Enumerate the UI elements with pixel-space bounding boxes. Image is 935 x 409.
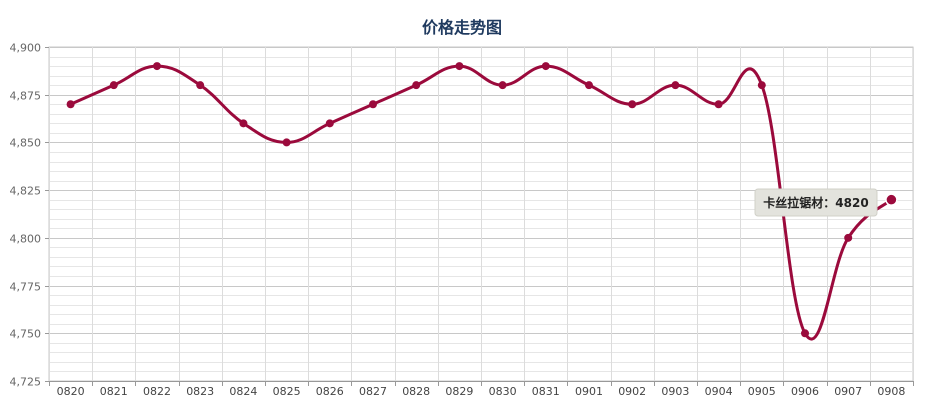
chart-title: 价格走势图 — [422, 18, 502, 37]
data-point-0821 — [109, 81, 118, 90]
x-tick-label: 0828 — [402, 385, 430, 398]
x-tick-label: 0906 — [791, 385, 819, 398]
x-tick-label: 0820 — [57, 385, 85, 398]
data-point-0827 — [369, 100, 377, 109]
x-tick-label: 0825 — [273, 385, 301, 398]
data-point-0902 — [628, 100, 637, 109]
x-tick-label: 0824 — [229, 385, 257, 398]
data-point-0907 — [844, 233, 853, 242]
data-point-0828 — [412, 81, 421, 90]
y-tick-label: 4,800 — [10, 233, 42, 246]
data-point-0820 — [66, 100, 75, 109]
data-point-0831 — [541, 62, 550, 71]
x-tick-label: 0907 — [834, 385, 862, 398]
data-point-0904 — [714, 100, 723, 109]
data-points — [66, 62, 898, 338]
x-tick-label: 0903 — [661, 385, 689, 398]
x-tick-label: 0908 — [877, 385, 905, 398]
data-point-0901 — [585, 81, 593, 90]
axes: 4,725 4,750 4,775 4,800 4,825 4,850 4,875 4,900… — [10, 42, 914, 398]
data-point-0830 — [498, 81, 507, 90]
y-tick-label: 4,875 — [10, 90, 42, 103]
x-tick-label: 0829 — [445, 385, 473, 398]
data-point-0829 — [455, 62, 464, 71]
data-point-0823 — [196, 81, 205, 90]
x-tick-label: 0822 — [143, 385, 171, 398]
data-point-0903 — [671, 81, 680, 90]
tooltip-series-label: 卡丝拉锯材： — [763, 195, 835, 210]
y-tick-label: 4,850 — [10, 137, 42, 150]
x-tick-label: 0823 — [186, 385, 214, 398]
x-tick-label: 0905 — [748, 385, 776, 398]
tooltip-box — [754, 188, 878, 217]
y-tick-label: 4,775 — [10, 281, 42, 294]
data-point-0906 — [801, 329, 809, 338]
x-tick-label: 0827 — [359, 385, 387, 398]
tooltip-value: 4820 — [835, 196, 868, 210]
x-tick-label: 0830 — [489, 385, 517, 398]
data-point-0905 — [757, 81, 766, 90]
y-tick-label: 4,900 — [10, 42, 42, 55]
x-tick-label: 0821 — [100, 385, 128, 398]
data-point-0822 — [153, 62, 161, 71]
data-point-0824 — [239, 119, 248, 128]
x-tick-label: 0904 — [705, 385, 733, 398]
tooltip-text: 卡丝拉锯材：4820 — [763, 195, 868, 210]
x-tick-label: 0831 — [532, 385, 560, 398]
y-tick-label: 4,825 — [10, 185, 42, 198]
y-tick-label: 4,725 — [10, 376, 42, 389]
data-point-0908 — [885, 193, 898, 206]
data-point-0826 — [325, 119, 334, 128]
x-tick-label: 0901 — [575, 385, 603, 398]
y-tick-label: 4,750 — [10, 328, 42, 341]
data-point-0825 — [282, 138, 291, 147]
x-tick-label: 0826 — [316, 385, 344, 398]
x-tick-label: 0902 — [618, 385, 646, 398]
tooltip: 卡丝拉锯材：4820 — [754, 188, 878, 217]
